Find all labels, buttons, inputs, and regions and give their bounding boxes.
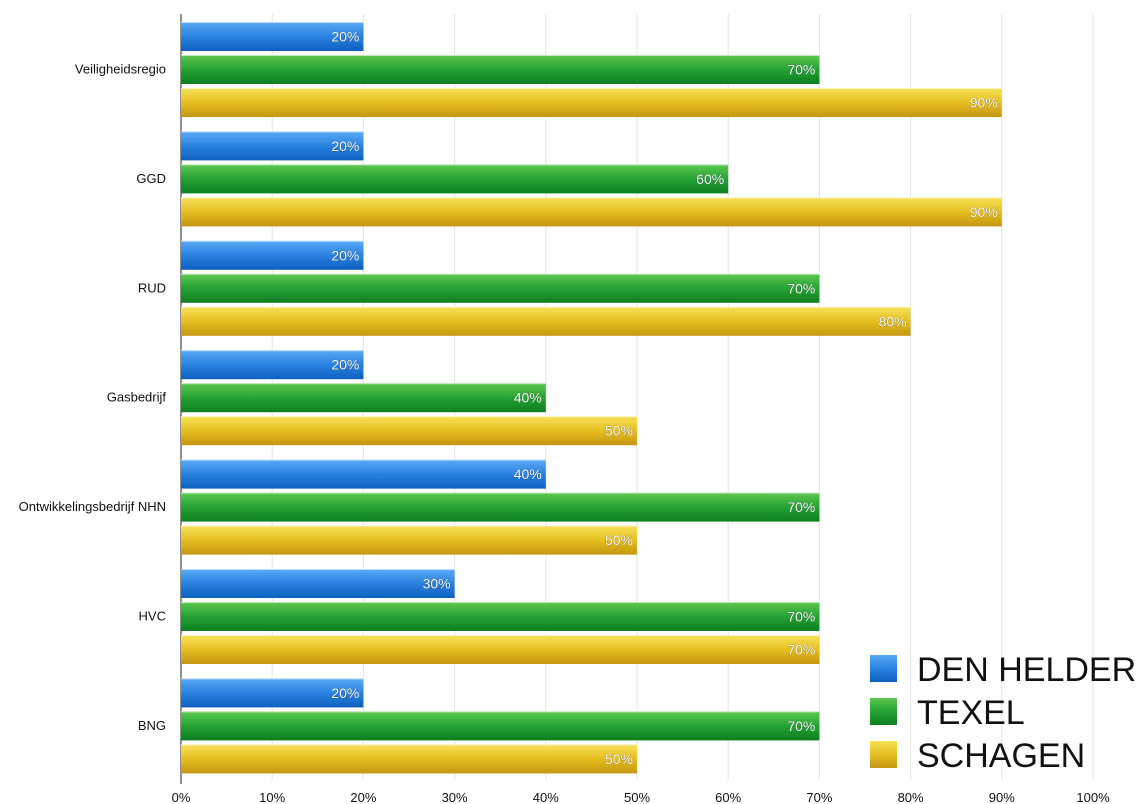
bar-highlight	[181, 459, 546, 461]
bar-highlight	[181, 306, 911, 308]
data-label: 90%	[970, 204, 998, 220]
data-label: 70%	[787, 499, 815, 515]
bar	[181, 88, 1002, 117]
data-label: 50%	[605, 751, 633, 767]
bar-highlight	[181, 602, 820, 603]
data-label: 40%	[514, 466, 542, 482]
legend-label: DEN HELDER	[917, 651, 1136, 689]
legend-swatch	[870, 655, 897, 682]
bar	[181, 273, 820, 303]
bar-highlight	[181, 744, 637, 746]
data-label: 70%	[787, 642, 815, 658]
bar-highlight	[181, 525, 637, 527]
data-label: 20%	[331, 247, 359, 263]
data-label: 50%	[605, 423, 633, 439]
bar-highlight	[181, 240, 364, 242]
x-tick-label: 20%	[350, 790, 376, 804]
bar	[181, 525, 637, 555]
bar-highlight	[181, 88, 1002, 89]
data-label: 70%	[787, 62, 815, 78]
bar	[181, 416, 637, 446]
bar-highlight	[181, 131, 364, 133]
bar-highlight	[181, 273, 820, 275]
x-tick-label: 70%	[806, 790, 832, 804]
bar-highlight	[181, 569, 455, 570]
x-tick-label: 80%	[898, 790, 924, 804]
data-label: 80%	[879, 313, 907, 329]
bar-highlight	[181, 416, 637, 418]
x-tick-label: 60%	[715, 790, 741, 804]
bar	[181, 164, 729, 194]
legend: DEN HELDER TEXEL SCHAGEN	[870, 651, 1136, 775]
bar	[181, 383, 546, 413]
x-tick-label: 0%	[172, 790, 191, 804]
x-tick-label: 100%	[1076, 790, 1110, 804]
bar-highlight	[181, 492, 820, 494]
bar	[181, 744, 637, 774]
category-label: GGD	[136, 171, 166, 186]
data-label: 20%	[331, 138, 359, 154]
data-label: 30%	[423, 576, 451, 592]
bar	[181, 569, 455, 598]
data-label: 70%	[787, 609, 815, 625]
bar-highlight	[181, 711, 820, 713]
bar	[181, 197, 1002, 227]
category-label: HVC	[139, 609, 166, 624]
bar	[181, 350, 364, 380]
bar	[181, 678, 364, 708]
legend-label: TEXEL	[917, 694, 1025, 732]
bar-highlight	[181, 678, 364, 680]
category-label: Ontwikkelingsbedrijf NHN	[19, 499, 166, 514]
bar	[181, 459, 546, 489]
legend-swatch	[870, 741, 897, 768]
category-label: Gasbedrijf	[107, 390, 167, 405]
data-label: 20%	[331, 29, 359, 45]
data-label: 20%	[331, 685, 359, 701]
data-label: 90%	[970, 95, 998, 111]
bar	[181, 240, 364, 270]
data-label: 50%	[605, 532, 633, 548]
data-label: 40%	[514, 390, 542, 406]
bar	[181, 602, 820, 631]
x-tick-label: 40%	[533, 790, 559, 804]
category-label: Veiligheidsregio	[75, 62, 166, 77]
data-label: 70%	[787, 280, 815, 296]
bar	[181, 55, 820, 84]
data-label: 60%	[696, 171, 724, 187]
bar	[181, 711, 820, 741]
bar	[181, 306, 911, 336]
bar	[181, 635, 820, 664]
bars	[181, 22, 1002, 774]
x-tick-label: 30%	[442, 790, 468, 804]
legend-swatch	[870, 698, 897, 725]
bar	[181, 492, 820, 522]
x-tick-label: 10%	[259, 790, 285, 804]
bar-highlight	[181, 164, 729, 166]
legend-label: SCHAGEN	[917, 737, 1085, 775]
data-label: 20%	[331, 357, 359, 373]
bar-highlight	[181, 22, 364, 23]
bar	[181, 22, 364, 51]
bar	[181, 131, 364, 161]
bar-highlight	[181, 197, 1002, 199]
bar-highlight	[181, 635, 820, 636]
x-tick-label: 50%	[624, 790, 650, 804]
bar-highlight	[181, 55, 820, 56]
bar-highlight	[181, 383, 546, 385]
x-tick-label: 90%	[989, 790, 1015, 804]
bar-highlight	[181, 350, 364, 352]
category-label: RUD	[138, 280, 166, 295]
category-label: BNG	[138, 718, 166, 733]
labels: 0% 10% 20% 30% 40% 50% 60% 70% 80% 90% 100% Veiligh…	[19, 28, 1110, 804]
data-label: 70%	[787, 718, 815, 734]
